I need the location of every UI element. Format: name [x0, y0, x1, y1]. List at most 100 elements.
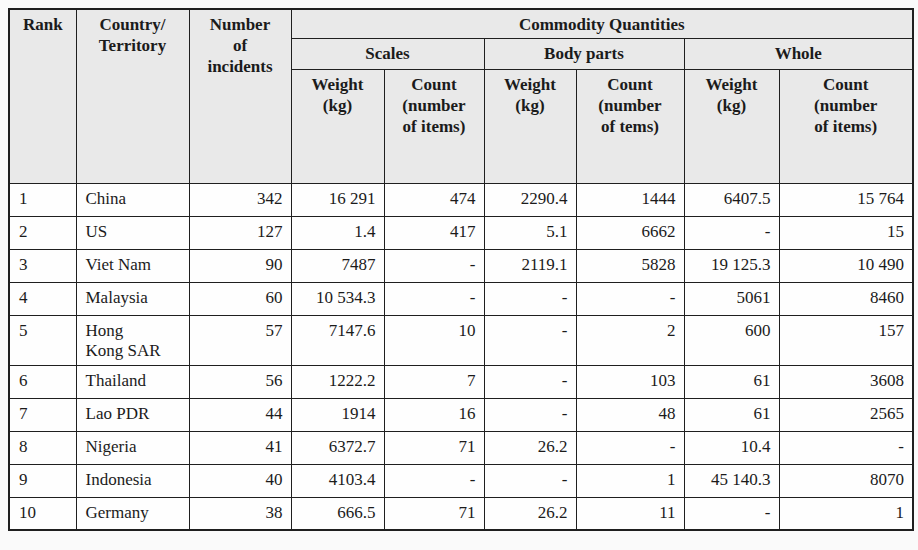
cell-body-parts-count: 2	[576, 315, 684, 365]
cell-rank: 1	[9, 183, 76, 216]
cell-body-parts-count: 1	[576, 464, 684, 497]
table-row: 4Malaysia6010 534.3---50618460	[9, 282, 913, 315]
table-row: 9Indonesia404103.4--145 140.38070	[9, 464, 913, 497]
cell-whole-count: 8460	[779, 282, 913, 315]
cell-whole-count: 15 764	[779, 183, 913, 216]
cell-scales-weight: 6372.7	[291, 431, 384, 464]
cell-scales-count: -	[384, 282, 484, 315]
cell-body-parts-weight: -	[484, 464, 576, 497]
cell-body-parts-weight: -	[484, 398, 576, 431]
cell-scales-count: 71	[384, 431, 484, 464]
cell-scales-weight: 1222.2	[291, 365, 384, 398]
cell-rank: 4	[9, 282, 76, 315]
cell-scales-count: 474	[384, 183, 484, 216]
cell-body-parts-weight: 26.2	[484, 497, 576, 530]
cell-rank: 5	[9, 315, 76, 365]
cell-body-parts-weight: 5.1	[484, 216, 576, 249]
col-header-body-parts: Body parts	[484, 38, 684, 69]
cell-whole-weight: 5061	[684, 282, 779, 315]
cell-whole-count: 2565	[779, 398, 913, 431]
col-header-body-parts-weight: Weight (kg)	[484, 69, 576, 183]
cell-whole-weight: 6407.5	[684, 183, 779, 216]
cell-whole-weight: 45 140.3	[684, 464, 779, 497]
cell-country: US	[76, 216, 189, 249]
cell-body-parts-count: 6662	[576, 216, 684, 249]
cell-whole-count: 1	[779, 497, 913, 530]
table-row: 8Nigeria416372.77126.2-10.4-	[9, 431, 913, 464]
col-header-whole-weight: Weight (kg)	[684, 69, 779, 183]
cell-scales-count: 71	[384, 497, 484, 530]
cell-incidents: 38	[189, 497, 291, 530]
table-body: 1China34216 2914742290.414446407.515 764…	[9, 183, 913, 530]
data-table: Rank Country/ Territory Number of incide…	[8, 8, 914, 531]
cell-whole-count: 10 490	[779, 249, 913, 282]
cell-whole-count: -	[779, 431, 913, 464]
col-header-scales-weight: Weight (kg)	[291, 69, 384, 183]
cell-whole-weight: 19 125.3	[684, 249, 779, 282]
cell-whole-count: 15	[779, 216, 913, 249]
cell-scales-weight: 10 534.3	[291, 282, 384, 315]
cell-body-parts-weight: 2290.4	[484, 183, 576, 216]
cell-scales-weight: 7147.6	[291, 315, 384, 365]
cell-incidents: 44	[189, 398, 291, 431]
cell-whole-weight: 61	[684, 398, 779, 431]
col-header-commodity-quantities: Commodity Quantities	[291, 9, 913, 38]
cell-whole-count: 8070	[779, 464, 913, 497]
cell-body-parts-weight: 26.2	[484, 431, 576, 464]
cell-country: Indonesia	[76, 464, 189, 497]
cell-rank: 9	[9, 464, 76, 497]
table-row: 3Viet Nam907487-2119.1582819 125.310 490	[9, 249, 913, 282]
cell-body-parts-count: 11	[576, 497, 684, 530]
cell-scales-count: 16	[384, 398, 484, 431]
cell-whole-weight: 61	[684, 365, 779, 398]
table-row: 1China34216 2914742290.414446407.515 764	[9, 183, 913, 216]
col-header-whole: Whole	[684, 38, 913, 69]
cell-scales-count: -	[384, 249, 484, 282]
cell-incidents: 56	[189, 365, 291, 398]
cell-incidents: 60	[189, 282, 291, 315]
cell-whole-weight: 600	[684, 315, 779, 365]
table-row: 6Thailand561222.27-103613608	[9, 365, 913, 398]
table-row: 5Hong Kong SAR577147.610-2600157	[9, 315, 913, 365]
cell-rank: 2	[9, 216, 76, 249]
col-header-number-of-incidents: Number of incidents	[189, 9, 291, 183]
cell-body-parts-count: -	[576, 431, 684, 464]
cell-scales-weight: 7487	[291, 249, 384, 282]
cell-country: Thailand	[76, 365, 189, 398]
col-header-scales-count: Count (number of items)	[384, 69, 484, 183]
cell-whole-weight: -	[684, 216, 779, 249]
cell-scales-weight: 666.5	[291, 497, 384, 530]
cell-body-parts-weight: -	[484, 315, 576, 365]
col-header-whole-count: Count (number of items)	[779, 69, 913, 183]
cell-body-parts-weight: -	[484, 282, 576, 315]
cell-country: China	[76, 183, 189, 216]
cell-rank: 6	[9, 365, 76, 398]
cell-whole-weight: 10.4	[684, 431, 779, 464]
cell-rank: 3	[9, 249, 76, 282]
cell-whole-count: 3608	[779, 365, 913, 398]
col-header-rank: Rank	[9, 9, 76, 183]
table-row: 2US1271.44175.16662-15	[9, 216, 913, 249]
table-row: 7Lao PDR44191416-48612565	[9, 398, 913, 431]
cell-rank: 7	[9, 398, 76, 431]
cell-body-parts-weight: 2119.1	[484, 249, 576, 282]
cell-body-parts-count: 1444	[576, 183, 684, 216]
cell-scales-count: 417	[384, 216, 484, 249]
cell-scales-weight: 16 291	[291, 183, 384, 216]
cell-incidents: 57	[189, 315, 291, 365]
cell-incidents: 90	[189, 249, 291, 282]
cell-scales-weight: 1914	[291, 398, 384, 431]
cell-country: Malaysia	[76, 282, 189, 315]
cell-body-parts-count: 48	[576, 398, 684, 431]
table-row: 10Germany38666.57126.211-1	[9, 497, 913, 530]
cell-scales-count: 10	[384, 315, 484, 365]
cell-incidents: 342	[189, 183, 291, 216]
cell-whole-weight: -	[684, 497, 779, 530]
col-header-country-territory: Country/ Territory	[76, 9, 189, 183]
cell-incidents: 41	[189, 431, 291, 464]
col-header-body-parts-count: Count (number of tems)	[576, 69, 684, 183]
cell-rank: 10	[9, 497, 76, 530]
cell-country: Hong Kong SAR	[76, 315, 189, 365]
header-row-1: Rank Country/ Territory Number of incide…	[9, 9, 913, 38]
cell-country: Nigeria	[76, 431, 189, 464]
